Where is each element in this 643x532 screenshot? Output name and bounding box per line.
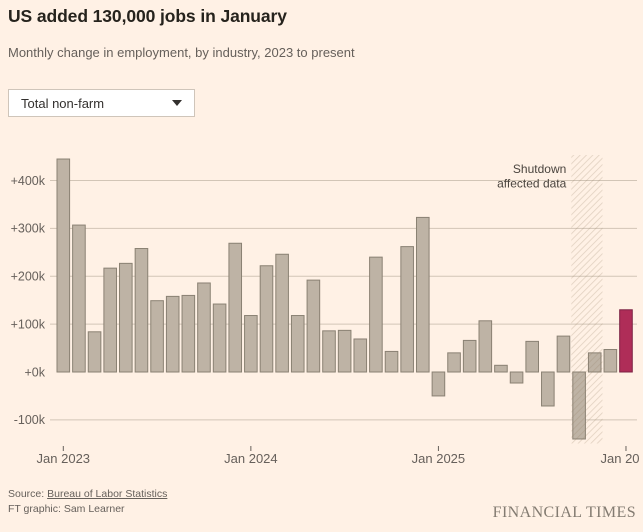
source-note: Source: Bureau of Labor Statistics FT gr…	[8, 487, 167, 517]
y-axis-label: +400k	[11, 174, 46, 188]
y-axis-label: +100k	[11, 317, 46, 331]
bar	[165, 295, 180, 373]
shutdown-annotation: affected data	[497, 177, 566, 191]
shutdown-annotation: Shutdown	[513, 162, 566, 176]
bar	[603, 349, 618, 373]
bar	[56, 158, 71, 373]
bar	[150, 300, 164, 373]
bar	[290, 315, 305, 373]
bar	[197, 282, 211, 373]
bar	[337, 329, 352, 373]
bar	[119, 262, 133, 373]
x-axis-label: Jan 20	[601, 451, 640, 466]
shutdown-hatch-region	[571, 155, 603, 444]
bar	[462, 339, 477, 373]
bar	[494, 364, 508, 373]
y-axis-label: +0k	[24, 365, 45, 379]
bar	[244, 315, 258, 373]
source-link[interactable]: Bureau of Labor Statistics	[47, 488, 168, 500]
highlighted-bar	[619, 309, 633, 373]
y-axis-label: +200k	[11, 270, 46, 284]
bar	[322, 330, 336, 373]
source-prefix: Source:	[8, 488, 48, 500]
bar	[87, 331, 102, 373]
employment-chart: +400k +300k +200k +100k +0k -100k Shutdownaffe…	[11, 155, 640, 466]
bar	[400, 246, 414, 373]
bar	[306, 279, 321, 373]
bar	[134, 248, 149, 373]
chevron-down-icon	[172, 100, 182, 106]
bar	[525, 340, 540, 373]
credit-line: FT graphic: Sam Learner	[8, 503, 125, 515]
financial-times-logo: FINANCIAL TIMES	[492, 504, 636, 521]
chart-subtitle: Monthly change in employment, by industr…	[8, 45, 355, 60]
bar	[275, 253, 289, 373]
bar	[259, 265, 274, 373]
y-axis-label: -100k	[14, 413, 46, 427]
bar	[431, 371, 446, 397]
industry-dropdown[interactable]: Total non-farm	[8, 89, 195, 117]
x-axis-label: Jan 2025	[412, 451, 466, 466]
bar	[541, 371, 555, 407]
bar	[228, 242, 243, 373]
bar	[447, 352, 461, 373]
x-axis-label: Jan 2023	[37, 451, 91, 466]
bar	[72, 224, 86, 373]
bar	[478, 320, 493, 373]
bar	[212, 303, 227, 373]
bar	[415, 216, 430, 373]
page-title: US added 130,000 jobs in January	[8, 6, 287, 26]
x-axis-label: Jan 2024	[224, 451, 278, 466]
source-line: Source: Bureau of Labor Statistics	[8, 487, 167, 502]
industry-dropdown-value: Total non-farm	[21, 95, 105, 111]
bar	[556, 335, 571, 373]
bar	[384, 350, 399, 373]
bar	[181, 294, 196, 373]
y-axis-label: +300k	[11, 222, 46, 236]
bar	[353, 338, 368, 373]
bar	[369, 256, 383, 373]
bar	[509, 371, 524, 384]
bar	[103, 267, 117, 373]
